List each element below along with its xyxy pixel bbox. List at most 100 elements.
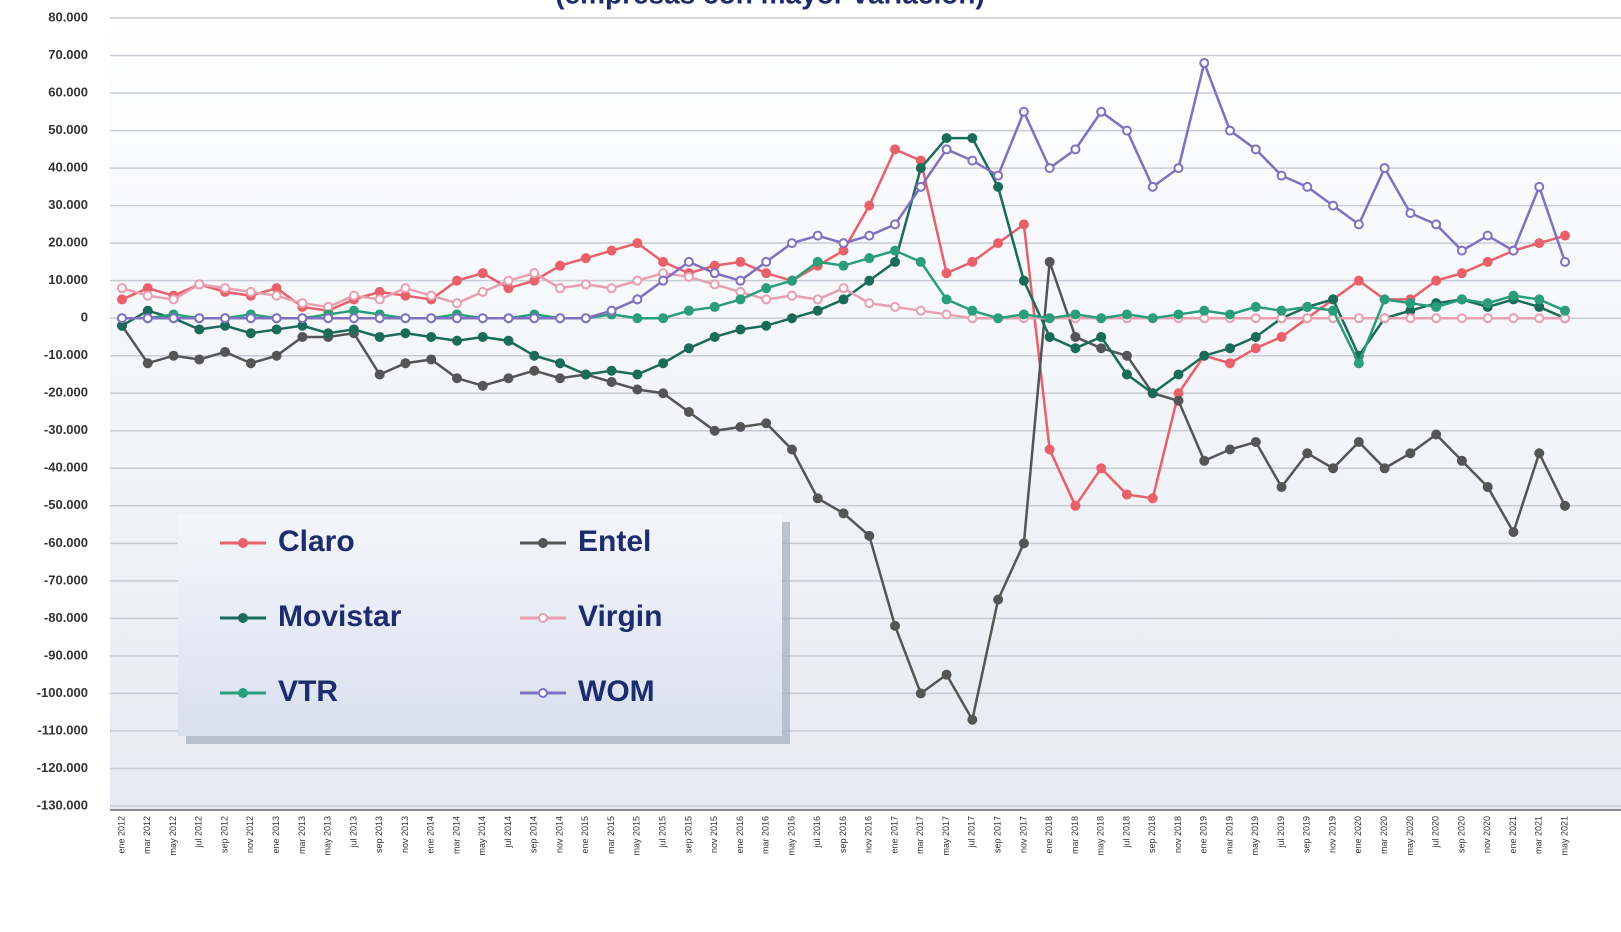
marker (271, 350, 282, 361)
x-tick-label: nov 2013 (400, 816, 410, 853)
x-tick-label: may 2012 (168, 816, 178, 856)
legend-marker (238, 538, 248, 548)
marker (735, 294, 746, 305)
marker (1121, 125, 1132, 136)
marker (194, 313, 205, 324)
marker (271, 324, 282, 335)
y-tick-label: -90.000 (44, 647, 88, 662)
marker (683, 271, 694, 282)
marker (1044, 444, 1055, 455)
marker (194, 279, 205, 290)
marker (142, 358, 153, 369)
marker (1560, 230, 1570, 241)
marker (400, 283, 411, 294)
marker (1302, 301, 1313, 312)
x-tick-label: mar 2017 (915, 816, 925, 854)
legend-label: Virgin (578, 600, 662, 633)
legend-marker (238, 613, 248, 623)
x-tick-label: nov 2016 (864, 816, 874, 853)
marker (812, 493, 823, 504)
marker (1096, 343, 1107, 354)
marker (812, 256, 823, 267)
marker (761, 283, 772, 294)
x-tick-label: nov 2015 (709, 816, 719, 853)
marker (890, 620, 901, 631)
x-tick-label: mar 2021 (1534, 816, 1544, 854)
marker (117, 283, 127, 294)
marker (555, 260, 566, 271)
marker (890, 256, 901, 267)
x-tick-label: nov 2018 (1173, 816, 1183, 853)
marker (606, 283, 617, 294)
marker (1018, 275, 1029, 286)
marker (426, 354, 437, 365)
marker (1250, 313, 1261, 324)
marker (993, 313, 1004, 324)
y-tick-label: -60.000 (44, 535, 88, 550)
marker (1173, 369, 1184, 380)
x-tick-label: jul 2020 (1431, 816, 1441, 849)
marker (941, 294, 952, 305)
marker (1431, 275, 1442, 286)
marker (374, 369, 385, 380)
y-tick-label: 50.000 (48, 122, 88, 137)
marker (1431, 429, 1442, 440)
marker (1250, 301, 1261, 312)
marker (1276, 170, 1287, 181)
marker (761, 294, 772, 305)
marker (786, 290, 797, 301)
marker (1018, 106, 1029, 117)
marker (1353, 358, 1364, 369)
marker (890, 144, 901, 155)
marker (1560, 256, 1570, 267)
marker (967, 133, 978, 144)
x-tick-label: ene 2020 (1353, 816, 1363, 854)
legend-marker (538, 538, 548, 548)
x-tick-label: mar 2013 (297, 816, 307, 854)
marker (632, 275, 643, 286)
marker (890, 219, 901, 230)
marker (477, 380, 488, 391)
marker (1353, 313, 1364, 324)
marker (1534, 238, 1545, 249)
marker (993, 238, 1004, 249)
marker (761, 256, 772, 267)
legend-label: Claro (278, 525, 355, 558)
marker (1405, 313, 1416, 324)
marker (761, 418, 772, 429)
marker (812, 305, 823, 316)
x-tick-label: jul 2013 (348, 816, 358, 849)
legend-label: VTR (278, 675, 338, 708)
marker (168, 294, 179, 305)
legend-label: Movistar (278, 600, 402, 633)
y-tick-label: -20.000 (44, 385, 88, 400)
marker (812, 294, 823, 305)
y-tick-label: -10.000 (44, 347, 88, 362)
marker (1096, 463, 1107, 474)
marker (1560, 500, 1570, 511)
x-tick-label: mar 2014 (451, 816, 461, 854)
x-tick-label: sep 2017 (992, 816, 1002, 853)
marker (890, 245, 901, 256)
y-tick-label: 40.000 (48, 160, 88, 175)
marker (1250, 144, 1261, 155)
x-tick-label: jul 2017 (967, 816, 977, 849)
marker (761, 320, 772, 331)
marker (606, 245, 617, 256)
marker (555, 283, 566, 294)
marker (451, 313, 462, 324)
marker (451, 275, 462, 286)
marker (1199, 350, 1210, 361)
marker (683, 305, 694, 316)
marker (1302, 181, 1313, 192)
marker (220, 313, 231, 324)
x-tick-label: may 2016 (786, 816, 796, 856)
marker (271, 313, 282, 324)
marker (709, 268, 720, 279)
marker (1431, 219, 1442, 230)
marker (967, 714, 978, 725)
marker (915, 181, 926, 192)
marker (1508, 245, 1519, 256)
marker (1508, 527, 1519, 538)
marker (864, 230, 875, 241)
